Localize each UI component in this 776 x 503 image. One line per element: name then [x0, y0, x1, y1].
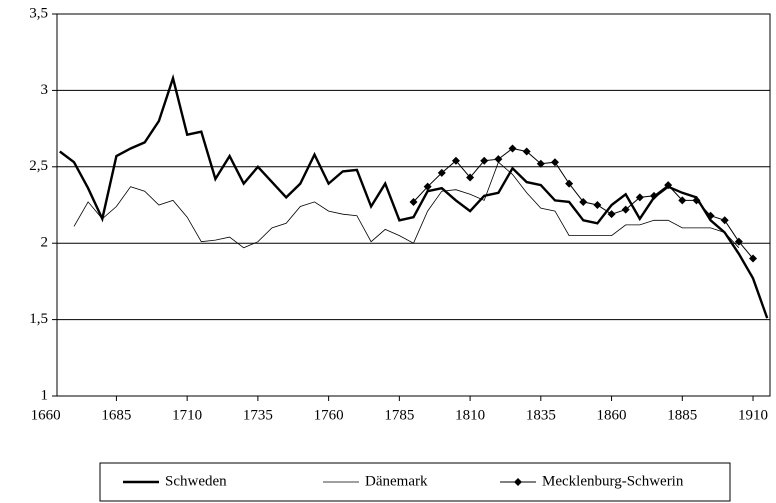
marker: [593, 201, 602, 209]
marker: [508, 144, 517, 153]
marker: [409, 197, 418, 206]
y-tick-label: 1,5: [29, 311, 48, 327]
y-tick-label: 2: [41, 235, 49, 251]
marker: [565, 179, 574, 188]
marker: [522, 147, 531, 156]
marker: [480, 156, 489, 165]
marker: [678, 196, 687, 205]
marker: [706, 211, 715, 220]
x-tick-label: 1810: [455, 407, 485, 423]
series-line: [73, 161, 740, 249]
x-tick-label: 1660: [31, 407, 61, 423]
y-tick-label: 2,5: [29, 158, 48, 174]
y-tick-label: 1: [41, 387, 49, 403]
marker: [734, 237, 743, 246]
marker: [579, 197, 588, 206]
legend-label: Mecklenburg-Schwerin: [542, 473, 684, 489]
marker: [423, 182, 432, 191]
marker: [635, 193, 644, 202]
marker: [494, 155, 503, 164]
marker: [749, 254, 758, 263]
x-tick-label: 1685: [101, 407, 131, 423]
marker: [649, 191, 658, 200]
marker: [692, 196, 701, 205]
marker: [451, 156, 460, 165]
y-tick-label: 3,5: [29, 5, 48, 21]
y-tick-label: 3: [41, 82, 49, 98]
marker: [466, 173, 475, 182]
legend-marker: [514, 478, 522, 486]
marker: [664, 181, 673, 190]
legend-label: Schweden: [165, 473, 227, 489]
plot-area: [56, 13, 771, 397]
marker: [536, 159, 545, 168]
marker: [550, 158, 559, 167]
series-line: [59, 73, 769, 319]
x-tick-label: 1910: [738, 407, 768, 423]
legend-label: Dänemark: [365, 473, 428, 489]
marker: [720, 216, 729, 225]
x-tick-label: 1835: [526, 407, 556, 423]
x-tick-label: 1710: [172, 407, 202, 423]
x-tick-label: 1785: [384, 407, 414, 423]
legend: [99, 462, 731, 502]
marker: [607, 210, 616, 219]
x-tick-label: 1860: [597, 407, 627, 423]
x-tick-label: 1885: [667, 407, 697, 423]
marker: [437, 168, 446, 177]
x-tick-label: 1760: [314, 407, 344, 423]
marker: [621, 205, 630, 214]
x-tick-label: 1735: [243, 407, 273, 423]
